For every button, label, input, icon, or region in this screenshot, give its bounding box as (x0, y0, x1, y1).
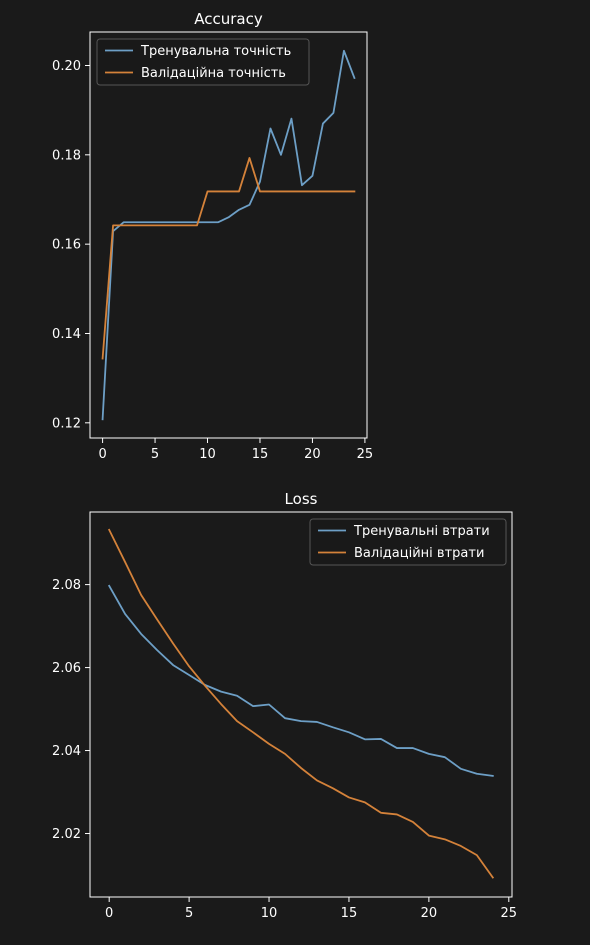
x-tick-label: 20 (304, 447, 321, 462)
x-tick-label: 5 (151, 447, 159, 462)
chart-loss: Loss 0 5 10 15 20 25 2.02 2.04 2.06 2.08 Тренувальн… (52, 490, 517, 921)
x-tick-label: 10 (261, 906, 278, 921)
y-tick-label: 0.16 (52, 238, 81, 253)
y-tick-label: 2.04 (52, 744, 81, 759)
y-tick-label: 0.12 (52, 416, 81, 431)
y-tick-label: 2.08 (52, 578, 81, 593)
x-tick-label: 25 (357, 447, 374, 462)
series-line-2 (101, 157, 356, 360)
legend-label: Валідаційні втрати (354, 546, 484, 561)
y-tick-label: 2.02 (52, 827, 81, 842)
legend-box (309, 518, 507, 566)
plot-frame (89, 511, 513, 898)
series-line-1 (101, 49, 356, 421)
x-tick-label: 20 (421, 906, 438, 921)
x-tick-label: 0 (105, 906, 113, 921)
x-tick-label: 15 (341, 906, 358, 921)
x-tick-label: 5 (185, 906, 193, 921)
legend-label: Тренувальні втрати (353, 524, 490, 539)
chart-title: Accuracy (194, 10, 263, 28)
x-tick-label: 15 (252, 447, 269, 462)
x-tick-label: 25 (501, 906, 518, 921)
series-line-2 (107, 528, 495, 879)
legend: Тренувальна точність Валідаційна точність (96, 38, 310, 86)
x-tick-label: 10 (199, 447, 216, 462)
legend-label: Тренувальна точність (140, 44, 291, 59)
legend-box (96, 38, 310, 86)
x-tick-label: 0 (98, 447, 106, 462)
chart-title: Loss (285, 490, 318, 508)
legend: Тренувальні втрати Валідаційні втрати (309, 518, 507, 566)
series-line-1 (107, 584, 494, 777)
y-tick-label: 0.18 (52, 148, 81, 163)
chart-accuracy: Accuracy 0 5 10 15 20 25 0.12 0.14 0.16 0.18 0.20 Тр… (52, 10, 373, 462)
y-tick-label: 0.20 (52, 59, 81, 74)
y-tick-label: 0.14 (52, 327, 81, 342)
plot-frame (89, 31, 368, 439)
legend-label: Валідаційна точність (141, 66, 286, 81)
y-tick-label: 2.06 (52, 661, 81, 676)
